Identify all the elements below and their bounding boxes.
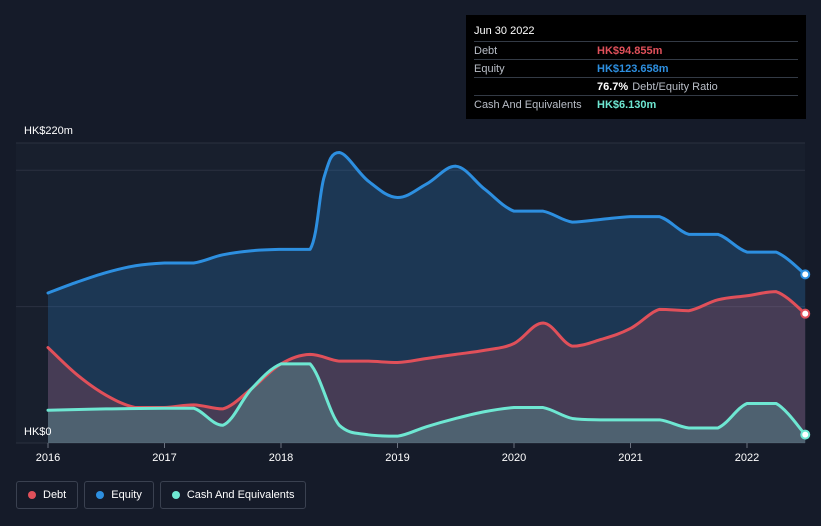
- legend-label-debt: Debt: [43, 489, 67, 501]
- legend-item-equity[interactable]: Equity: [84, 481, 154, 509]
- chart-tooltip: Jun 30 2022 Debt HK$94.855m Equity HK$12…: [466, 15, 806, 119]
- x-tick-label: 2020: [502, 452, 526, 464]
- equity-line: [46, 151, 807, 295]
- legend-dot-equity-icon: [96, 491, 105, 499]
- x-tick-label: 2016: [36, 452, 60, 464]
- x-tick-label: 2021: [618, 452, 642, 464]
- equity-end-marker: [800, 269, 811, 280]
- tooltip-date: Jun 30 2022: [474, 23, 798, 42]
- legend-dot-cash-icon: [171, 491, 180, 499]
- x-axis-ticks: 2016 2017 2018 2019 2020 2021 2022: [36, 443, 759, 464]
- series-end-markers: [800, 269, 811, 440]
- cash-line: [46, 362, 807, 438]
- tooltip-debt-value: HK$94.855m: [597, 44, 663, 57]
- tooltip-ratio-value: 76.7%: [597, 80, 629, 93]
- equity-area: [48, 152, 806, 443]
- tooltip-equity-value: HK$123.658m: [597, 62, 669, 75]
- y-tick-label: HK$0: [24, 426, 52, 438]
- cash-end-marker: [800, 429, 811, 440]
- y-axis-ticks: HK$220m HK$0: [24, 125, 73, 438]
- series-areas: [48, 152, 806, 443]
- series-lines: [46, 151, 807, 438]
- tooltip-ratio-label: Debt/Equity Ratio: [632, 80, 718, 93]
- tooltip-row-debt: Debt HK$94.855m: [474, 42, 798, 60]
- legend-dot-debt-icon: [28, 491, 36, 499]
- tooltip-cash-value: HK$6.130m: [597, 98, 657, 111]
- tooltip-equity-label: Equity: [474, 62, 505, 75]
- y-tick-label: HK$220m: [24, 125, 73, 137]
- debt-area: [48, 291, 806, 443]
- tooltip-row-equity: Equity HK$123.658m: [474, 60, 798, 78]
- debt-end-marker: [800, 308, 811, 319]
- cash-area: [48, 363, 806, 443]
- tooltip-row-ratio: 76.7% Debt/Equity Ratio: [474, 78, 798, 96]
- x-tick-label: 2017: [152, 452, 176, 464]
- tooltip-cash-label: Cash And Equivalents: [474, 98, 582, 111]
- tooltip-debt-label: Debt: [474, 44, 498, 57]
- chart-legend: Debt Equity Cash And Equivalents: [16, 481, 307, 509]
- x-tick-label: 2022: [735, 452, 759, 464]
- legend-label-cash: Cash And Equivalents: [186, 489, 295, 501]
- x-tick-label: 2018: [269, 452, 293, 464]
- legend-label-equity: Equity: [111, 489, 142, 501]
- tooltip-row-cash: Cash And Equivalents HK$6.130m: [474, 96, 798, 113]
- x-tick-label: 2019: [385, 452, 409, 464]
- legend-item-cash[interactable]: Cash And Equivalents: [159, 481, 307, 509]
- legend-item-debt[interactable]: Debt: [16, 481, 79, 509]
